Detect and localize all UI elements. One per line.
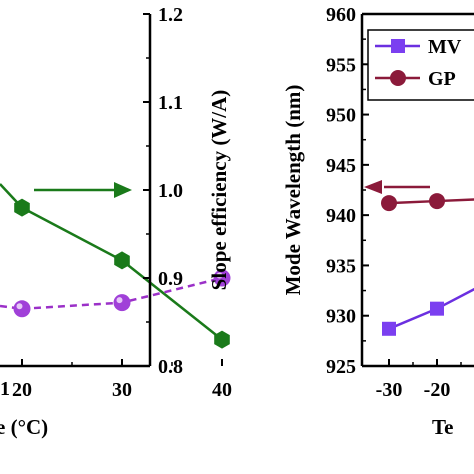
left-y-axis-title: Mode Wavelength (nm) [281,85,305,296]
series-purple-marker-highlight [216,272,223,279]
left-axis-tick-label: 960 [326,4,356,26]
left-x-tick-labels: 20 30 40 [12,379,232,401]
left-chart-panel: 0.8 0.9 1.0 1.1 1.2 20 30 40 1 e (°C) Slope ef… [0,4,232,439]
right-axis-tick-label: 0.9 [158,268,183,290]
series-purple-marker-highlight [116,297,123,304]
series-gp-marker [429,193,445,210]
legend: MV GP [367,29,474,101]
series-green-marker [114,251,130,270]
series-mv-marker [430,301,444,316]
left-axis-tick-label: 925 [326,356,356,378]
right-x-tick-label: -20 [424,379,451,401]
right-x-tick-label: -30 [376,379,403,401]
series-purple-marker [13,300,31,318]
right-x-axis-title-fragment: Te [432,415,453,439]
series-purple-marker-highlight [16,303,23,310]
right-axis-tick-labels: 0.8 0.9 1.0 1.1 1.2 [158,4,183,378]
right-x-tick-labels: -30-20- [376,379,451,401]
series-green-marker [14,198,30,217]
series-mv-marker [382,321,396,336]
series-gp-marker [381,195,397,212]
left-axis-tick-label: 935 [326,255,356,277]
right-y-axis-title: Slope efficiency (W/A) [207,90,231,291]
left-axis-tick-label: 950 [326,105,356,127]
left-axis-tick-label: 940 [326,205,356,227]
series-purple-marker [113,294,131,312]
right-axis-tick-label: 1.2 [158,4,183,26]
right-axis-tick-label: 1.0 [158,180,183,202]
left-x-axis-title-fragment: e (°C) [0,415,48,439]
legend-box [367,29,474,101]
series-green-marker [214,330,230,349]
arrow-to-right-axis-head [114,182,132,198]
right-axis-tick-label: 1.1 [158,92,183,114]
right-plot-area [364,179,474,336]
right-axis-tick-label: 0.8 [158,356,183,378]
left-axis-tick-label: 945 [326,155,356,177]
left-x-tick-label: 40 [212,379,232,401]
legend-label-mv: MV [428,36,462,58]
left-axis-tick-label: 930 [326,306,356,328]
left-x-tick-label: 20 [12,379,32,401]
legend-marker-gp [390,70,406,86]
left-x-tick-label: 30 [112,379,132,401]
left-axes [0,13,223,368]
left-axis-tick-labels: 925 930 935 940 945 950 955 960 [326,4,356,378]
left-plot-area [0,182,231,349]
arrow-to-left-axis-head [364,179,382,194]
left-x-tick-fragment: 1 [0,378,10,400]
right-axes [360,12,474,368]
left-axis-tick-label: 955 [326,54,356,76]
legend-marker-mv [391,39,405,53]
legend-label-gp: GP [428,68,456,90]
